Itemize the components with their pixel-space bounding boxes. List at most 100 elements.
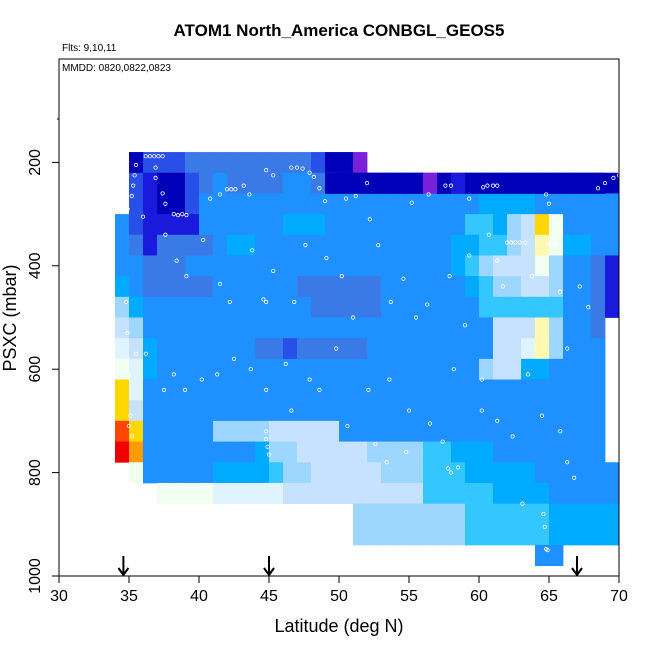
- heatmap-cell: [311, 276, 326, 298]
- heatmap-cell: [507, 462, 522, 484]
- sample-point: [264, 299, 269, 305]
- heatmap-cell: [297, 338, 312, 360]
- heatmap-cell: [563, 379, 578, 401]
- heatmap-cell: [353, 152, 368, 174]
- heatmap-cell: [423, 503, 438, 525]
- heatmap-cell: [549, 482, 564, 505]
- heatmap-cell: [325, 379, 340, 401]
- heatmap-cell: [493, 441, 508, 463]
- sample-point: [241, 183, 246, 188]
- heatmap-cell: [493, 379, 508, 401]
- heatmap-cell: [325, 234, 340, 256]
- heatmap-cell: [493, 317, 508, 339]
- sample-point: [324, 255, 329, 261]
- heatmap-cell: [269, 338, 284, 360]
- heatmap-cell: [479, 420, 494, 442]
- sample-point: [153, 165, 158, 170]
- heatmap-cell: [199, 214, 214, 236]
- heatmap-cell: [255, 234, 270, 256]
- heatmap-cell: [283, 193, 298, 215]
- heatmap-cell: [423, 255, 438, 277]
- sample-point: [404, 449, 409, 455]
- heatmap-cell: [423, 379, 438, 401]
- sample-point: [175, 213, 181, 218]
- heatmap-cell: [297, 276, 312, 298]
- heatmap-cell: [171, 193, 186, 215]
- heatmap-cell: [479, 255, 494, 277]
- heatmap-cell: [157, 255, 172, 277]
- heatmap-cell: [185, 234, 200, 256]
- heatmap-cell: [199, 255, 214, 277]
- heatmap-cell: [437, 214, 452, 236]
- heatmap-cell: [115, 400, 130, 422]
- sample-point: [455, 465, 461, 470]
- heatmap-cell: [241, 296, 256, 318]
- heatmap-cell: [213, 400, 228, 422]
- heatmap-cell: [535, 255, 550, 277]
- heatmap-cell: [269, 482, 284, 505]
- heatmap-cell: [381, 482, 396, 505]
- heatmap-cell: [507, 441, 522, 463]
- heatmap-cell: [213, 296, 228, 318]
- sample-point: [350, 315, 356, 320]
- heatmap-cell: [395, 358, 410, 380]
- heatmap-cell: [199, 338, 214, 360]
- heatmap-cell: [143, 214, 158, 236]
- heatmap-cell: [395, 234, 410, 256]
- heatmap-cell: [115, 358, 130, 380]
- heatmap-cell: [185, 379, 200, 401]
- heatmap-cell: [423, 234, 438, 256]
- sample-point: [513, 240, 518, 245]
- heatmap-cell: [395, 338, 410, 360]
- heatmap-cell: [535, 524, 550, 546]
- heatmap-cell: [143, 462, 158, 484]
- sample-point: [409, 200, 414, 205]
- heatmap-cell: [395, 276, 410, 298]
- heatmap-cell: [325, 255, 340, 277]
- sample-point: [353, 193, 358, 199]
- sample-point: [307, 377, 312, 382]
- sample-point: [339, 274, 344, 279]
- heatmap-cell: [409, 462, 424, 484]
- y-axis-label: PSXC (mbar): [0, 264, 20, 371]
- sample-point: [247, 192, 252, 197]
- heatmap-cell: [423, 482, 438, 505]
- heatmap-cell: [591, 400, 606, 422]
- heatmap-cell: [507, 503, 522, 525]
- heatmap-cell: [521, 358, 536, 380]
- flight-arrow-head: [117, 567, 130, 577]
- x-tick-label: 45: [260, 588, 278, 605]
- heatmap-cell: [339, 296, 354, 318]
- heatmap-cell: [563, 214, 578, 236]
- heatmap-cell: [549, 503, 564, 525]
- heatmap-cell: [171, 152, 186, 174]
- heatmap-cell: [493, 503, 508, 525]
- sample-point: [129, 434, 134, 439]
- heatmap-cell: [171, 462, 186, 484]
- heatmap-cell: [143, 317, 158, 339]
- heatmap-cell: [409, 441, 424, 463]
- heatmap-cell: [325, 276, 340, 298]
- x-tick-label: 35: [120, 588, 138, 605]
- heatmap-cell: [577, 276, 592, 298]
- heatmap-cell: [507, 482, 522, 505]
- heatmap-cell: [451, 524, 466, 546]
- heatmap-cell: [241, 358, 256, 380]
- heatmap-cell: [591, 214, 606, 236]
- heatmap-cell: [409, 503, 424, 525]
- heatmap-cell: [367, 214, 382, 236]
- heatmap-cell: [339, 255, 354, 277]
- heatmap-cell: [227, 462, 242, 484]
- sample-points: [124, 154, 622, 553]
- heatmap-cell: [255, 379, 270, 401]
- heatmap-cell: [423, 441, 438, 463]
- sample-point: [387, 377, 392, 382]
- sample-point: [406, 408, 412, 413]
- heatmap-cell: [605, 255, 620, 277]
- heatmap-cell: [241, 255, 256, 277]
- sample-point: [124, 299, 129, 305]
- heatmap-cell: [255, 296, 270, 318]
- heatmap-cell: [605, 214, 620, 236]
- sample-point: [426, 192, 431, 197]
- heatmap-cell: [367, 172, 382, 194]
